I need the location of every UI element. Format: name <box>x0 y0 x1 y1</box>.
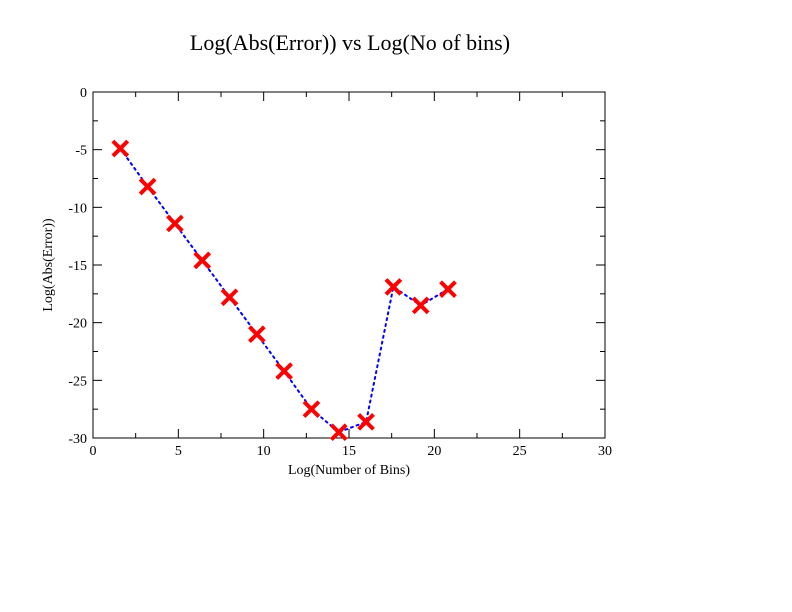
x-tick-label: 25 <box>513 444 527 459</box>
x-tick-label: 20 <box>427 444 441 459</box>
x-tick-label: 30 <box>598 444 612 459</box>
y-tick-label: 0 <box>80 86 87 101</box>
chart-title: Log(Abs(Error)) vs Log(No of bins) <box>190 30 510 55</box>
data-point-marker <box>166 214 184 233</box>
x-tick-label: 15 <box>342 444 356 459</box>
data-point-marker <box>275 362 293 380</box>
data-point-marker <box>302 400 321 418</box>
data-point-marker <box>138 177 157 196</box>
x-tick-label: 10 <box>257 444 271 459</box>
data-point-marker <box>411 296 430 315</box>
data-point-marker <box>111 139 130 158</box>
data-point-marker <box>329 423 348 442</box>
y-tick-label: -25 <box>68 374 87 389</box>
x-axis-label: Log(Number of Bins) <box>288 463 410 478</box>
y-tick-label: -20 <box>68 317 87 332</box>
plot-frame <box>92 91 606 439</box>
y-tick-label: -30 <box>68 432 87 447</box>
y-axis-label: Log(Abs(Error)) <box>41 218 56 312</box>
data-point-marker <box>193 251 212 270</box>
x-tick-label: 5 <box>175 444 182 459</box>
data-point-marker <box>220 288 239 307</box>
series-markers <box>111 139 457 442</box>
y-tick-label: -15 <box>68 259 87 274</box>
y-tick-label: -10 <box>68 201 87 216</box>
x-tick-label: 0 <box>90 444 97 459</box>
y-axis: 0 -5 -10 -15 -20 -25 -30 <box>68 86 605 447</box>
data-point-marker <box>357 413 375 431</box>
data-point-marker <box>439 280 457 299</box>
y-tick-label: -5 <box>75 144 87 159</box>
data-point-marker <box>384 278 403 296</box>
x-axis: 0 5 10 15 20 25 30 <box>90 92 612 459</box>
data-point-marker <box>248 325 266 344</box>
